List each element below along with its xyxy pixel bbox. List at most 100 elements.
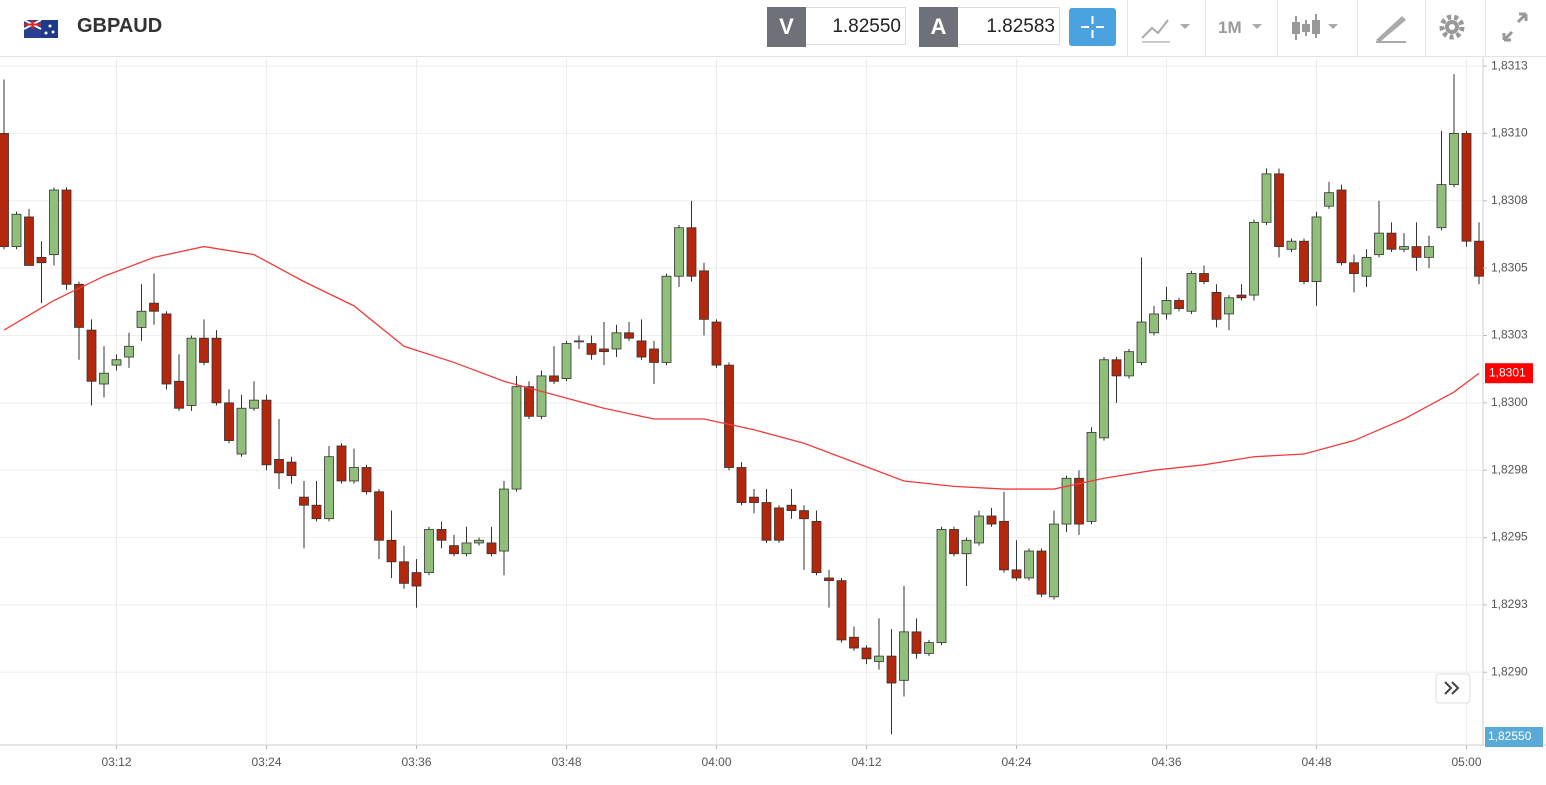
ma-price-label: 1,8301 [1489,365,1526,379]
candle-body [1261,173,1272,223]
candle-body [1036,550,1047,595]
crosshair-button[interactable] [1069,8,1116,46]
candle-body [636,340,647,358]
candle-body [586,343,597,355]
x-tick-label: 03:48 [551,755,581,769]
candle-body [661,275,672,363]
candle-body [624,332,634,339]
candle-body [1124,351,1134,377]
candle-body [111,359,122,366]
current-price-tag [1485,727,1543,747]
candle-body [849,636,859,649]
timeframe-button[interactable]: 1M [1218,18,1242,37]
candle-body [999,520,1009,571]
buy-price: 1.82583 [958,7,1060,45]
y-tick-label: 1,8290 [1491,664,1528,678]
y-tick-label: 1,8310 [1491,126,1528,140]
candle-body [1474,240,1484,277]
moving-average [3,245,1480,490]
y-tick-label: 1,8293 [1491,597,1528,611]
candle-body [149,302,159,312]
candle-body [236,407,247,455]
separator [1425,0,1426,56]
x-tick-label: 04:36 [1151,755,1181,769]
candle-body [136,310,147,328]
candle-body [1186,273,1197,312]
candle-body [1161,300,1172,315]
candle-body [836,580,847,641]
candle-body [436,529,447,541]
dropdown-arrow [1252,24,1262,29]
separator [1357,0,1358,56]
candle-body [1074,477,1084,525]
candle-body [1111,359,1122,377]
candle-body [986,515,997,525]
candle-body [36,256,47,264]
drawing-button[interactable] [1374,8,1408,46]
candle-body [1324,192,1334,207]
candle-body [1149,313,1159,334]
candle-body [974,515,984,544]
candle-body [749,496,759,503]
x-tick-label: 03:24 [251,755,281,769]
candles-button[interactable] [1290,8,1348,46]
candle-body [511,386,522,490]
candle-body [961,539,972,555]
candle-body [899,631,909,681]
grid [0,58,1483,745]
candle-body [1199,273,1209,283]
candle-body [524,386,534,417]
candle-body [0,133,9,247]
sell-button[interactable]: V [767,7,806,47]
candle-body [611,332,622,350]
candle-body [374,491,384,541]
y-tick-label: 1,8305 [1491,260,1528,274]
separator [1277,0,1278,56]
chart: 1,8313 1,8310 1,8308 1,8305 1,8303 1,8300 1,82… [0,57,1546,769]
candle-body [274,459,284,474]
candle-body [311,504,322,520]
scroll-button[interactable] [1435,673,1471,704]
fullscreen-button[interactable] [1500,8,1530,46]
buy-button[interactable]: A [919,7,958,47]
candle-body [1349,262,1359,274]
candle-body [874,655,884,662]
candle-body [1399,246,1409,250]
candle-body [1236,294,1247,299]
candle-body [499,488,509,552]
x-tick-label: 04:12 [851,755,881,769]
candle-body [599,348,609,353]
settings-button[interactable] [1437,8,1467,46]
candle-body [924,642,934,654]
candle-body [736,467,747,503]
candle-body [474,539,484,544]
candle-body [861,647,872,660]
candle-body [411,572,422,587]
candle-body [1211,291,1222,320]
candle-body [124,345,134,358]
y-tick-label: 1,8298 [1491,462,1528,476]
current-price-label: 1,82550 [1488,729,1532,743]
candle-body [1374,232,1384,256]
candle-body [699,270,709,320]
candle-body [811,520,822,573]
candle-body [174,380,184,409]
candle-body [486,542,497,555]
candle-body [361,467,372,493]
candle-body [1011,569,1022,579]
candle-body [824,577,834,582]
candle-body [286,461,297,476]
candle-body [1424,246,1434,258]
x-tick-label: 04:24 [1001,755,1031,769]
candle-body [1024,550,1034,579]
candle-body [424,529,434,573]
candle-body [711,321,722,366]
candle-body [536,375,547,417]
candle-body [1411,246,1422,258]
chart-type-button[interactable] [1138,8,1196,46]
candle-body [649,348,659,363]
separator [1127,0,1128,56]
candle-body [249,399,259,409]
x-tick-label: 04:48 [1301,755,1331,769]
candle-body [61,189,72,285]
